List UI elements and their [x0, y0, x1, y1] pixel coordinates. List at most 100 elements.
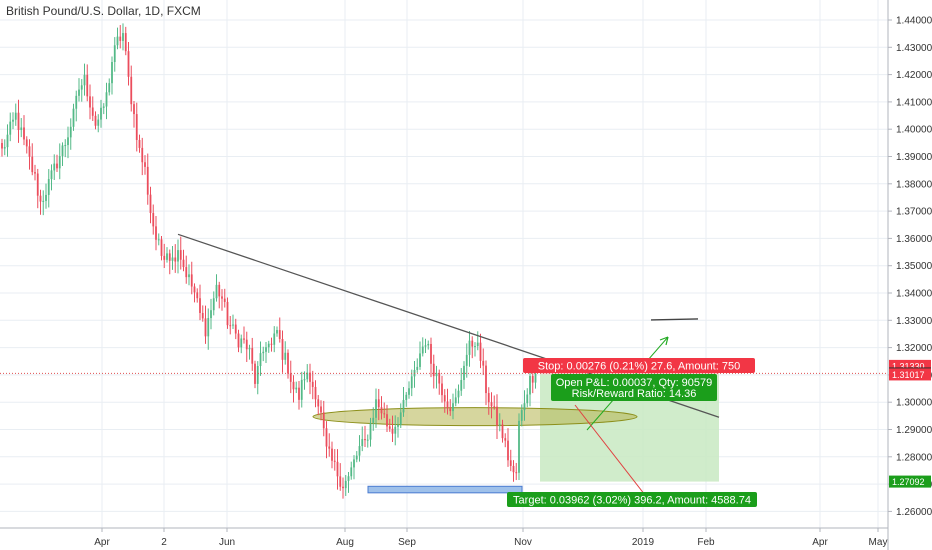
- candle-body: [303, 379, 306, 381]
- candle-body: [276, 330, 278, 334]
- candle-body: [443, 395, 446, 402]
- candle-body: [515, 472, 518, 474]
- candle-body: [78, 89, 80, 96]
- x-tick-label: Jun: [219, 537, 235, 548]
- candle-body: [493, 406, 496, 408]
- candle-body: [402, 399, 405, 413]
- candle-body: [3, 147, 6, 149]
- candle-body: [438, 373, 441, 384]
- candle-body: [130, 76, 133, 105]
- candle-body: [218, 284, 221, 297]
- price-tag: [889, 368, 931, 381]
- candle-body: [476, 342, 479, 347]
- candle-body: [520, 410, 523, 421]
- candle-body: [471, 340, 474, 347]
- candle-body: [122, 33, 124, 41]
- candle-body: [212, 298, 215, 311]
- candle-body: [284, 352, 287, 360]
- candle-body: [190, 274, 193, 287]
- candle-body: [251, 348, 254, 364]
- candle-body: [221, 296, 223, 299]
- candle-body: [487, 393, 490, 403]
- candle-body: [232, 324, 234, 326]
- pnl-label-line2: Risk/Reward Ratio: 14.36: [572, 388, 697, 400]
- candle-body: [144, 162, 146, 167]
- candle-body: [333, 460, 336, 462]
- candle-body: [14, 112, 17, 120]
- candle-body: [446, 401, 449, 409]
- candle-body: [449, 408, 452, 412]
- candle-body: [306, 372, 309, 380]
- price-axis[interactable]: 1.44000 1.43000 1.42000 1.41000 1.40000 1.390…: [888, 16, 932, 518]
- candle-body: [196, 292, 199, 299]
- candle-body: [177, 250, 179, 262]
- candle-body: [116, 36, 119, 46]
- candle-body: [157, 239, 160, 241]
- candle-body: [463, 365, 465, 381]
- candle-body: [496, 406, 498, 426]
- candle-body: [328, 446, 331, 449]
- candle-body: [226, 301, 229, 326]
- candle-body: [102, 106, 105, 108]
- y-tick-label: 1.33000: [896, 316, 932, 327]
- candle-body: [421, 346, 424, 354]
- candle-body: [270, 343, 273, 345]
- candle-body: [482, 360, 485, 366]
- candle-body: [441, 383, 443, 396]
- candle-body: [366, 439, 369, 441]
- y-tick-label: 1.28000: [896, 452, 932, 463]
- candle-body: [498, 424, 501, 426]
- candle-body: [6, 134, 9, 148]
- stop-label-bg: [523, 358, 755, 373]
- candle-body: [141, 147, 144, 163]
- candle-body: [430, 343, 432, 364]
- candle-body: [61, 145, 64, 157]
- candle-body: [133, 104, 135, 115]
- candle-body: [135, 114, 138, 140]
- candle-body: [80, 85, 83, 90]
- pnl-label-line1: Open P&L: 0.00037, Qty: 90579: [556, 377, 713, 389]
- candle-body: [281, 338, 284, 360]
- candle-body: [419, 353, 421, 367]
- candle-body: [325, 428, 328, 447]
- candle-body: [56, 163, 58, 169]
- target-label-bg: [507, 492, 757, 507]
- candle-body: [166, 253, 168, 260]
- candle-body: [424, 345, 427, 347]
- price-tag-label: 1.27092: [892, 477, 925, 487]
- candle-body: [526, 394, 529, 404]
- candle-body: [339, 476, 342, 487]
- candle-body: [364, 439, 366, 441]
- candle-body: [201, 312, 204, 319]
- candle-body: [188, 274, 190, 278]
- candle-body: [20, 127, 23, 131]
- candle-body: [331, 448, 333, 461]
- y-tick-label: 1.30000: [896, 398, 932, 409]
- y-tick-label: 1.34000: [896, 289, 932, 300]
- candle-body: [25, 139, 28, 147]
- time-axis[interactable]: Apr 2 Jun Aug Sep Nov 2019 Feb Apr May: [94, 528, 887, 548]
- candle-body: [452, 403, 454, 412]
- candle-body: [518, 420, 520, 473]
- y-tick-label: 1.29000: [896, 425, 932, 436]
- candle-body: [58, 156, 61, 169]
- candle-body: [397, 424, 399, 427]
- candle-body: [229, 325, 232, 327]
- candle-body: [234, 324, 237, 334]
- y-tick-label: 1.35000: [896, 261, 932, 272]
- candle-body: [300, 379, 303, 400]
- candle-body: [336, 461, 339, 477]
- candle-body: [108, 83, 111, 93]
- candle-body: [31, 156, 34, 173]
- y-tick-label: 1.43000: [896, 43, 932, 54]
- candles: [1, 23, 537, 499]
- candle-body: [34, 172, 36, 174]
- candle-body: [17, 112, 20, 131]
- candle-body: [391, 428, 394, 434]
- y-tick-label: 1.40000: [896, 125, 932, 136]
- stop-label: Stop: 0.00276 (0.21%) 27.6, Amount: 750: [538, 361, 740, 373]
- candle-body: [240, 338, 243, 348]
- candle-body: [377, 399, 380, 408]
